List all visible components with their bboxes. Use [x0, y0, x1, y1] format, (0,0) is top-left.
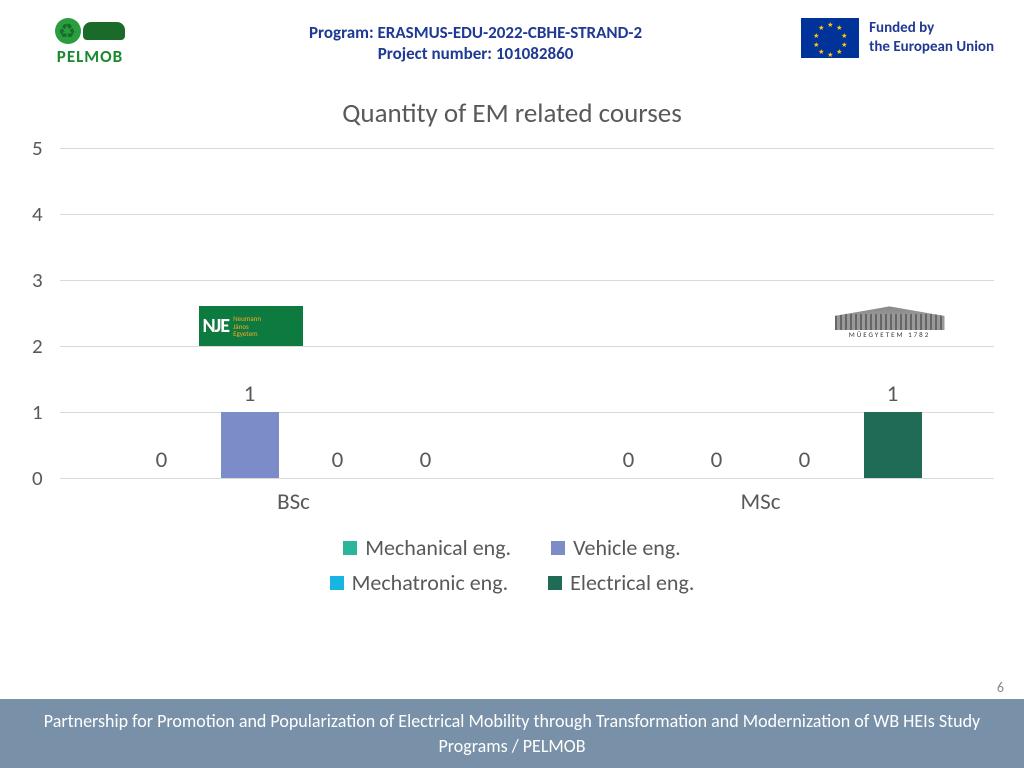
eu-line1: Funded by — [869, 19, 994, 38]
car-icon — [83, 22, 125, 40]
bar: 1 — [863, 380, 923, 478]
nje-label: Neumann János Egyetem — [233, 315, 261, 338]
legend-row: Mechatronic eng. Electrical eng. — [330, 569, 695, 596]
bar-value-label: 0 — [332, 446, 344, 474]
bar: 0 — [775, 446, 835, 478]
legend-item: Mechanical eng. — [343, 534, 511, 561]
pelmob-logo: PELMOB — [30, 18, 150, 67]
legend-swatch — [330, 576, 344, 590]
bar-value-label: 0 — [623, 446, 635, 474]
bar-value-label: 0 — [799, 446, 811, 474]
legend-swatch — [551, 541, 565, 555]
bar-rect — [221, 412, 279, 478]
bar-groups: 0 1 0 0 0 0 0 1 — [60, 380, 994, 478]
bar: 1 — [220, 380, 280, 478]
bar-value-label: 1 — [887, 380, 899, 408]
legend-item: Vehicle eng. — [551, 534, 681, 561]
eu-flag-icon: ★★★★★★★★★★ — [801, 18, 859, 58]
eu-funding-logo: ★★★★★★★★★★ Funded by the European Union — [801, 18, 994, 58]
bar-value-label: 0 — [420, 446, 432, 474]
project-number-line: Project number: 101082860 — [150, 43, 801, 64]
legend-label: Vehicle eng. — [573, 534, 681, 561]
bar-value-label: 0 — [156, 446, 168, 474]
legend-label: Mechanical eng. — [365, 534, 511, 561]
legend-item: Electrical eng. — [548, 569, 694, 596]
chart-title: Quantity of EM related courses — [30, 97, 994, 130]
bme-university-badge: MÜEGYETEM 1782 — [830, 306, 950, 346]
bme-label: MÜEGYETEM 1782 — [849, 330, 931, 339]
y-tick-label: 1 — [32, 399, 43, 425]
bar-rect — [864, 412, 922, 478]
category-labels: BScMSc — [60, 488, 994, 516]
recycle-icon — [55, 18, 81, 44]
chart-container: Quantity of EM related courses 0 1 2 3 4 5 0 1… — [0, 67, 1024, 596]
category-label: MSc — [527, 488, 994, 516]
chart-plot: 012345 01000001 NJE Neumann János Egyete… — [60, 148, 994, 478]
bar: 0 — [132, 446, 192, 478]
y-tick-label: 4 — [32, 201, 43, 227]
y-tick-label: 2 — [32, 333, 43, 359]
nje-university-badge: NJE Neumann János Egyetem — [199, 306, 303, 346]
bar-group: 0 0 0 1 — [527, 380, 994, 478]
gridline — [60, 478, 994, 479]
category-label: BSc — [60, 488, 527, 516]
bar: 0 — [308, 446, 368, 478]
gridline — [60, 280, 994, 281]
bar-value-label: 1 — [244, 380, 256, 408]
legend-swatch — [343, 541, 357, 555]
building-icon — [835, 306, 945, 330]
legend-item: Mechatronic eng. — [330, 569, 509, 596]
y-tick-label: 3 — [32, 267, 43, 293]
gridline — [60, 214, 994, 215]
pelmob-text: PELMOB — [57, 46, 123, 67]
legend-row: Mechanical eng. Vehicle eng. — [343, 534, 681, 561]
slide-footer: Partnership for Promotion and Populariza… — [0, 699, 1024, 768]
page-number: 6 — [997, 679, 1004, 696]
bar-group: 0 1 0 0 — [60, 380, 527, 478]
legend-label: Mechatronic eng. — [352, 569, 509, 596]
y-tick-label: 0 — [32, 465, 43, 491]
y-tick-label: 5 — [32, 135, 43, 161]
legend-swatch — [548, 576, 562, 590]
eu-funding-text: Funded by the European Union — [869, 19, 994, 57]
eu-line2: the European Union — [869, 38, 994, 57]
header-program-info: Program: ERASMUS-EDU-2022-CBHE-STRAND-2 … — [150, 18, 801, 64]
legend-label: Electrical eng. — [570, 569, 694, 596]
bar: 0 — [687, 446, 747, 478]
nje-logo-text: NJE — [203, 314, 230, 338]
bar: 0 — [599, 446, 659, 478]
program-line: Program: ERASMUS-EDU-2022-CBHE-STRAND-2 — [150, 22, 801, 43]
bar-value-label: 0 — [711, 446, 723, 474]
slide-header: PELMOB Program: ERASMUS-EDU-2022-CBHE-ST… — [0, 0, 1024, 67]
bar: 0 — [396, 446, 456, 478]
gridline — [60, 148, 994, 149]
chart-legend: Mechanical eng. Vehicle eng. Mechatronic e… — [30, 534, 994, 596]
